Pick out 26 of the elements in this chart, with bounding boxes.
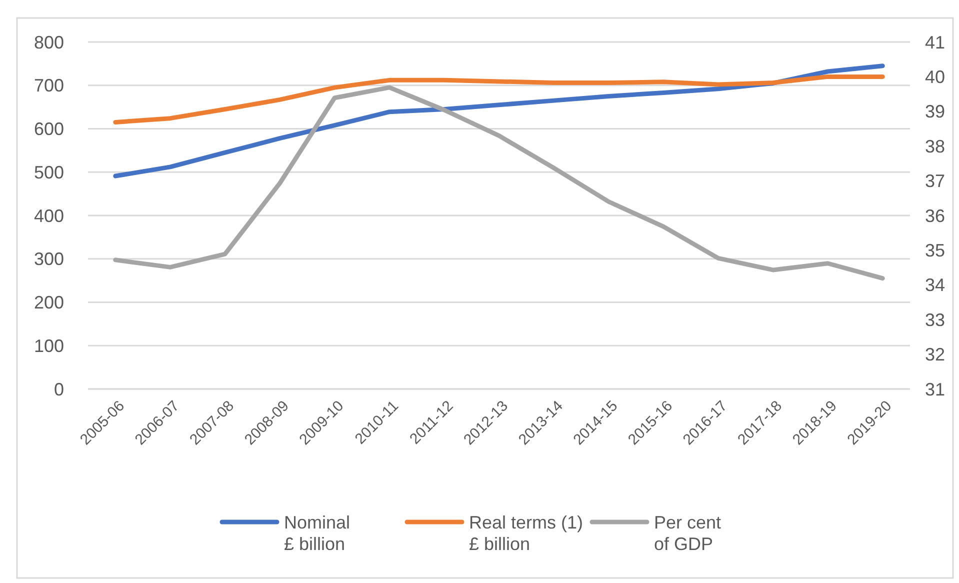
y-tick-label: 800: [34, 32, 64, 52]
y-tick-label: 500: [34, 162, 64, 182]
y-tick-label: 400: [34, 206, 64, 226]
y2-tick-label: 31: [925, 379, 946, 400]
legend-label: Nominal £ billion: [284, 512, 350, 554]
y-tick-label: 200: [34, 292, 64, 313]
y2-tick-label: 35: [925, 240, 946, 260]
y2-tick-label: 41: [925, 32, 946, 52]
y-tick-label: 600: [34, 119, 64, 140]
y2-tick-label: 34: [925, 275, 946, 296]
y-tick-label: 300: [34, 249, 64, 270]
line-series: [113, 85, 885, 281]
line-series: [113, 64, 885, 178]
y2-tick-label: 39: [925, 102, 946, 122]
y-tick-label: 700: [34, 76, 64, 96]
y2-tick-label: 40: [925, 67, 946, 87]
y2-tick-label: 36: [925, 206, 946, 226]
y-tick-label: 100: [34, 336, 64, 356]
y2-tick-label: 38: [925, 136, 946, 156]
legend-label: Real terms (1) £ billion: [469, 512, 584, 554]
y-tick-label: 0: [54, 379, 64, 400]
legend-label: Per cent of GDP: [654, 512, 722, 554]
y2-tick-label: 37: [925, 171, 946, 192]
y2-tick-label: 33: [925, 310, 946, 330]
line-series: [113, 74, 885, 124]
y2-tick-label: 32: [925, 344, 946, 365]
